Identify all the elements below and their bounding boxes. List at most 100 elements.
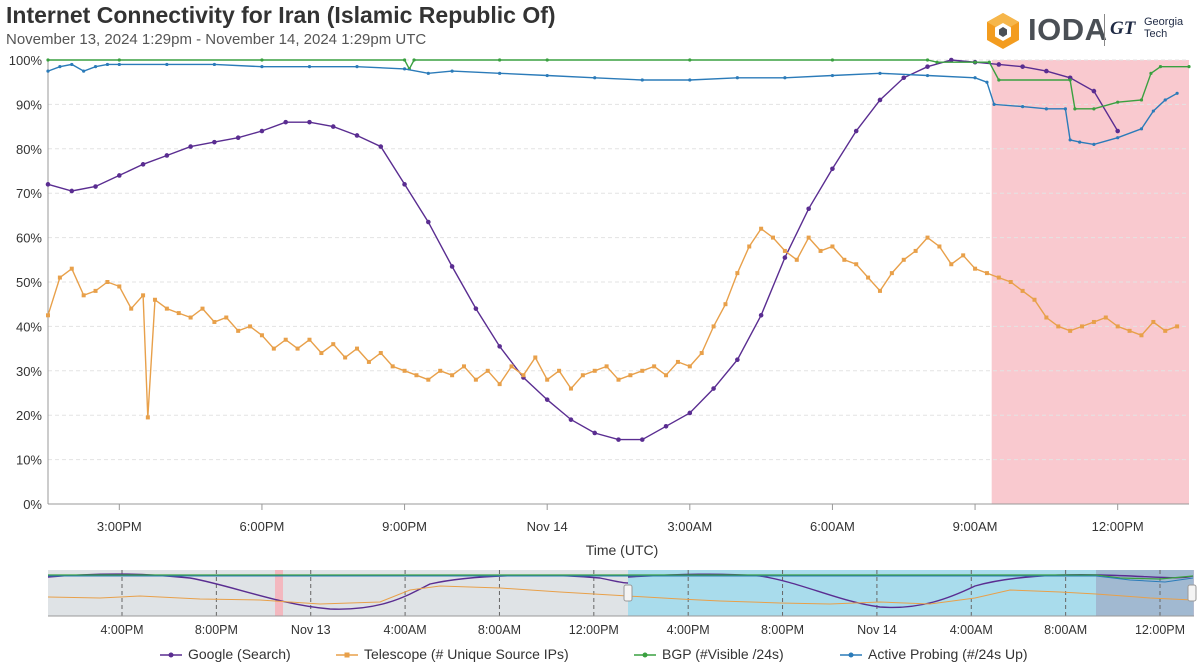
data-point[interactable] <box>260 65 264 69</box>
data-point[interactable] <box>913 248 918 253</box>
data-point[interactable] <box>1032 297 1037 302</box>
data-point[interactable] <box>509 364 514 369</box>
data-point[interactable] <box>1139 98 1144 102</box>
data-point[interactable] <box>1068 78 1072 82</box>
data-point[interactable] <box>224 315 229 320</box>
data-point[interactable] <box>1063 107 1067 111</box>
data-point[interactable] <box>1103 315 1108 320</box>
data-point[interactable] <box>1044 315 1049 320</box>
data-point[interactable] <box>164 153 170 158</box>
data-point[interactable] <box>295 346 300 351</box>
data-point[interactable] <box>58 65 62 69</box>
data-point[interactable] <box>687 410 693 416</box>
data-point[interactable] <box>93 288 98 293</box>
data-point[interactable] <box>129 306 134 311</box>
data-point[interactable] <box>901 257 906 262</box>
data-point[interactable] <box>438 368 443 373</box>
data-point[interactable] <box>1080 324 1085 329</box>
data-point[interactable] <box>1175 324 1180 329</box>
data-point[interactable] <box>973 60 977 64</box>
data-point[interactable] <box>985 80 989 84</box>
data-point[interactable] <box>69 188 75 194</box>
data-point[interactable] <box>498 58 502 62</box>
data-point[interactable] <box>1091 319 1096 324</box>
data-point[interactable] <box>259 333 264 338</box>
data-point[interactable] <box>1187 65 1191 69</box>
data-point[interactable] <box>1163 98 1167 102</box>
data-point[interactable] <box>307 119 312 125</box>
data-point[interactable] <box>735 271 740 276</box>
data-point[interactable] <box>402 368 407 373</box>
data-point[interactable] <box>366 359 371 364</box>
data-point[interactable] <box>568 386 573 391</box>
data-point[interactable] <box>782 248 787 253</box>
data-point[interactable] <box>948 57 954 63</box>
data-point[interactable] <box>331 342 336 347</box>
data-point[interactable] <box>711 386 716 391</box>
legend-item-google[interactable]: Google (Search) <box>160 646 291 662</box>
data-point[interactable] <box>747 244 752 249</box>
data-point[interactable] <box>1068 328 1073 333</box>
data-point[interactable] <box>412 58 416 62</box>
data-point[interactable] <box>949 262 954 267</box>
data-point[interactable] <box>735 76 739 80</box>
data-point[interactable] <box>1127 328 1132 333</box>
data-point[interactable] <box>117 58 121 62</box>
data-point[interactable] <box>687 364 692 369</box>
data-point[interactable] <box>93 184 98 189</box>
data-point[interactable] <box>973 76 977 80</box>
data-point[interactable] <box>925 73 930 78</box>
data-point[interactable] <box>485 368 490 373</box>
data-point[interactable] <box>461 364 466 369</box>
data-point[interactable] <box>830 58 835 62</box>
data-point[interactable] <box>973 266 978 271</box>
data-point[interactable] <box>854 262 859 267</box>
data-point[interactable] <box>152 297 157 302</box>
data-point[interactable] <box>426 219 431 225</box>
data-point[interactable] <box>545 58 549 62</box>
data-point[interactable] <box>45 182 51 187</box>
data-point[interactable] <box>830 244 835 249</box>
data-point[interactable] <box>81 293 86 298</box>
data-point[interactable] <box>1092 107 1096 111</box>
data-point[interactable] <box>842 257 847 262</box>
data-point[interactable] <box>878 71 882 75</box>
data-point[interactable] <box>616 437 621 442</box>
data-point[interactable] <box>1020 288 1025 293</box>
data-point[interactable] <box>664 373 669 378</box>
data-point[interactable] <box>1149 71 1153 75</box>
data-point[interactable] <box>806 206 811 212</box>
data-point[interactable] <box>248 324 253 329</box>
data-point[interactable] <box>164 306 169 311</box>
data-point[interactable] <box>639 437 645 442</box>
data-point[interactable] <box>105 280 110 284</box>
data-point[interactable] <box>307 337 312 342</box>
data-point[interactable] <box>866 275 871 280</box>
data-point[interactable] <box>663 424 669 429</box>
data-point[interactable] <box>1044 68 1049 74</box>
data-point[interactable] <box>188 144 193 149</box>
data-point[interactable] <box>497 382 502 387</box>
data-point[interactable] <box>593 76 597 80</box>
data-point[interactable] <box>782 255 788 260</box>
data-point[interactable] <box>497 344 502 349</box>
data-point[interactable] <box>1151 319 1156 324</box>
data-point[interactable] <box>319 351 324 356</box>
data-point[interactable] <box>1139 333 1144 338</box>
data-point[interactable] <box>889 271 894 276</box>
data-point[interactable] <box>343 355 348 360</box>
data-point[interactable] <box>544 397 550 402</box>
data-point[interactable] <box>877 97 883 103</box>
data-point[interactable] <box>390 364 395 369</box>
data-point[interactable] <box>901 75 907 81</box>
data-point[interactable] <box>925 64 930 69</box>
data-point[interactable] <box>592 430 598 436</box>
data-point[interactable] <box>378 144 384 149</box>
data-point[interactable] <box>117 62 121 67</box>
data-point[interactable] <box>688 58 692 62</box>
data-point[interactable] <box>925 58 930 62</box>
data-point[interactable] <box>46 313 50 318</box>
data-point[interactable] <box>771 235 776 240</box>
data-point[interactable] <box>378 351 383 356</box>
